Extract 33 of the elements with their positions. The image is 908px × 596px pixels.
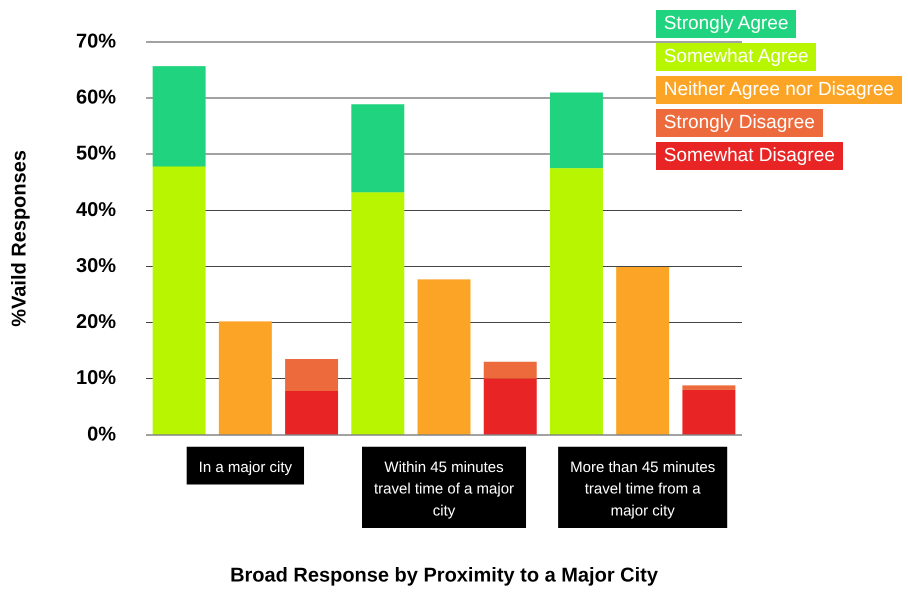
bar [152, 66, 206, 167]
bar [285, 359, 338, 391]
y-tick-label: 70% [76, 30, 116, 53]
bar [418, 279, 470, 434]
text: Strongly Disagree [656, 109, 823, 137]
y-tick-label: 10% [76, 367, 116, 390]
x-tick-label: Within 45 minutes travel time of a major city [374, 458, 514, 520]
text: Somewhat Agree [656, 43, 816, 71]
bar [484, 378, 537, 434]
text: Strongly Agree [656, 10, 796, 38]
bar [484, 362, 537, 379]
bar [550, 92, 603, 168]
bar [218, 321, 272, 434]
bar [550, 168, 603, 434]
y-tick-label: 50% [76, 142, 116, 165]
y-tick-label: 30% [76, 254, 116, 277]
y-tick-label: 60% [76, 86, 116, 109]
bar [682, 385, 736, 390]
y-axis-title: %Vaild Responses [8, 150, 31, 327]
text: Somewhat Disagree [656, 142, 843, 170]
y-tick-label: 0% [87, 423, 116, 446]
bar [682, 390, 736, 434]
text: Neither Agree nor Disagree [656, 76, 902, 104]
x-tick-label: More than 45 minutes travel time from a major city [570, 458, 716, 520]
bar [152, 166, 206, 434]
x-tick-label: In a major city [198, 458, 293, 476]
y-tick-label: 20% [76, 311, 116, 334]
y-tick-label: 40% [76, 198, 116, 221]
bar [351, 104, 404, 192]
bar [616, 266, 670, 434]
bar [351, 192, 404, 434]
x-axis-title: Broad Response by Proximity to a Major City [230, 564, 659, 587]
bar [285, 390, 338, 434]
